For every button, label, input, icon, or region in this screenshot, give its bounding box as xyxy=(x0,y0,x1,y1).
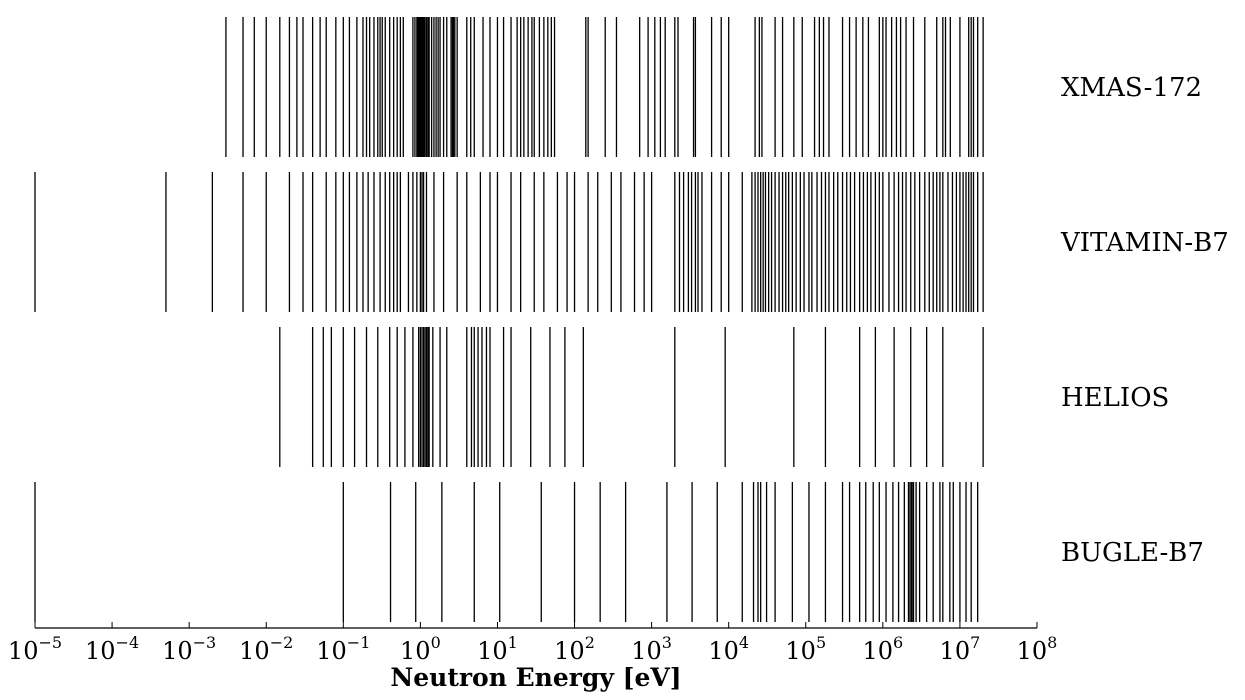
x-tick-label: 10−5 xyxy=(8,633,62,665)
row-vitamin-b7: VITAMIN-B7 xyxy=(34,172,1229,312)
x-tick-label: 10−3 xyxy=(162,633,216,665)
x-tick-label: 100 xyxy=(400,633,441,665)
x-tick-label: 10−4 xyxy=(85,633,139,665)
row-helios: HELIOS xyxy=(279,327,1169,467)
x-tick-label: 102 xyxy=(554,633,595,665)
row-label: HELIOS xyxy=(1061,383,1169,413)
row-label: VITAMIN-B7 xyxy=(1060,228,1229,258)
row-bugle-b7: BUGLE-B7 xyxy=(34,482,1204,622)
row-label: BUGLE-B7 xyxy=(1061,538,1204,568)
x-tick-label: 107 xyxy=(940,633,981,665)
x-axis-label: Neutron Energy [eV] xyxy=(390,663,681,692)
x-tick-label: 108 xyxy=(1017,633,1058,665)
x-axis-ticks: 10−5 10−4 10−3 10−2 10−1 100 101 102 103 104 105 10… xyxy=(8,622,1057,665)
row-xmas-172: XMAS-172 xyxy=(225,17,1202,157)
x-tick-label: 104 xyxy=(708,633,749,665)
x-tick-label: 10−2 xyxy=(239,633,293,665)
x-tick-label: 106 xyxy=(862,633,903,665)
group-structure-rows: XMAS-172 VITAMIN-B7 HELIOS BUGLE-B7 xyxy=(34,17,1229,622)
x-tick-label: 101 xyxy=(477,633,518,665)
row-label: XMAS-172 xyxy=(1061,73,1202,103)
x-tick-label: 105 xyxy=(785,633,826,665)
x-tick-label: 10−1 xyxy=(316,633,370,665)
x-axis: 10−5 10−4 10−3 10−2 10−1 100 101 102 103 104 105 10… xyxy=(8,622,1057,665)
x-tick-label: 103 xyxy=(631,633,672,665)
